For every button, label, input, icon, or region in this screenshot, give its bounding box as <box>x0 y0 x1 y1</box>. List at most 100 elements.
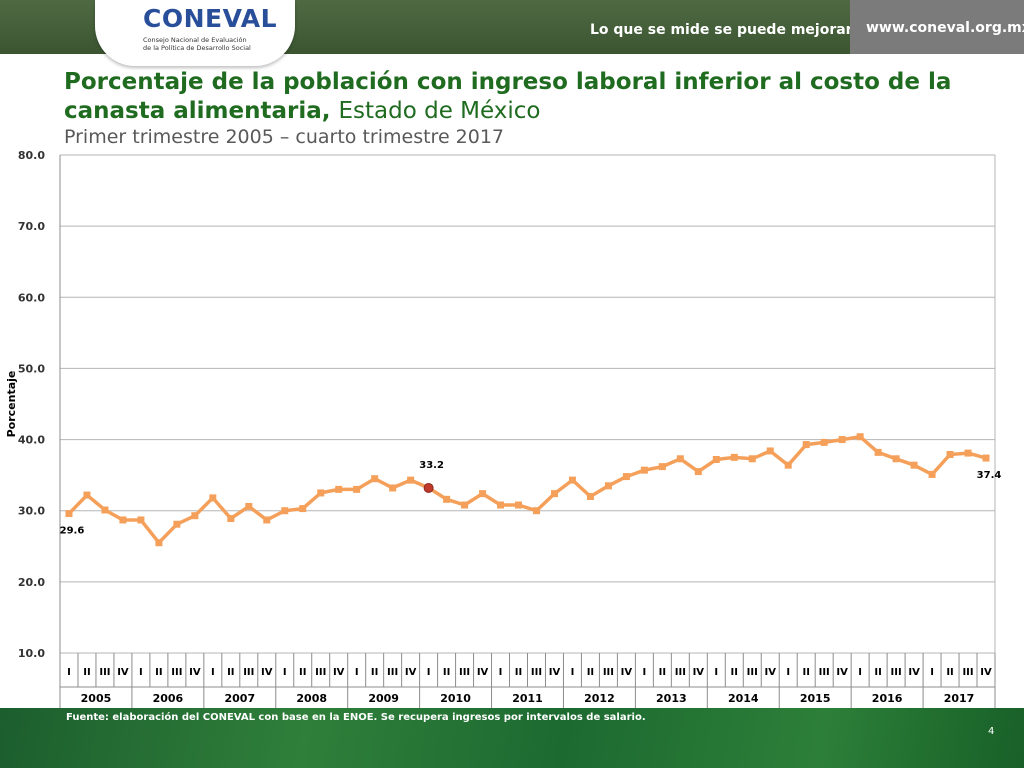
quarter-label: III <box>531 667 542 678</box>
quarter-label: I <box>283 667 287 678</box>
quarter-label: III <box>962 667 973 678</box>
quarter-label: II <box>874 667 881 678</box>
data-point <box>658 463 666 471</box>
data-point <box>766 447 774 455</box>
quarter-label: IV <box>980 667 992 678</box>
data-point <box>946 451 954 459</box>
logo-subtitle-line2: de la Política de Desarrollo Social <box>143 44 251 52</box>
year-label: 2014 <box>728 692 759 705</box>
data-point <box>532 507 540 515</box>
url-box <box>850 0 1024 54</box>
data-point <box>568 476 576 484</box>
quarter-label: II <box>587 667 594 678</box>
quarter-label: II <box>515 667 522 678</box>
quarter-label: II <box>731 667 738 678</box>
data-point <box>892 455 900 463</box>
data-point <box>407 476 415 484</box>
source-note: Fuente: elaboración del CONEVAL con base… <box>66 712 646 723</box>
year-label: 2012 <box>584 692 615 705</box>
year-label: 2016 <box>872 692 903 705</box>
quarter-label: IV <box>189 667 201 678</box>
series-line <box>67 434 987 545</box>
data-point <box>191 512 199 520</box>
data-point <box>65 510 73 518</box>
year-label: 2011 <box>512 692 543 705</box>
chart-subtitle: Primer trimestre 2005 – cuarto trimestre… <box>64 126 505 148</box>
data-point <box>604 482 612 490</box>
data-point <box>928 470 936 478</box>
quarter-label: II <box>155 667 162 678</box>
logo-wordmark: CONEVAL <box>143 4 278 33</box>
data-point <box>550 490 558 498</box>
data-point <box>263 516 271 524</box>
data-point <box>586 492 594 500</box>
year-label: 2007 <box>224 692 255 705</box>
data-point <box>497 501 505 509</box>
quarter-label: III <box>603 667 614 678</box>
quarter-label: I <box>427 667 431 678</box>
highlighted-point <box>423 482 434 493</box>
coneval-logo[interactable]: CONEVAL Consejo Nacional de Evaluación d… <box>95 0 295 66</box>
quarter-label: IV <box>117 667 129 678</box>
year-label: 2008 <box>296 692 327 705</box>
data-point <box>461 501 469 509</box>
quarter-label: IV <box>405 667 417 678</box>
data-point <box>317 489 325 497</box>
data-point <box>281 507 289 515</box>
data-point <box>964 449 972 457</box>
year-label: 2013 <box>656 692 687 705</box>
chart-title-main: Porcentaje de la población con ingreso l… <box>64 69 952 124</box>
quarter-label: II <box>946 667 953 678</box>
y-tick-label: 50.0 <box>18 362 45 375</box>
quarter-label: I <box>643 667 647 678</box>
data-point <box>155 539 163 547</box>
quarter-label: III <box>675 667 686 678</box>
data-point <box>227 515 235 523</box>
quarter-label: IV <box>836 667 848 678</box>
quarter-label: I <box>571 667 575 678</box>
quarter-label: II <box>299 667 306 678</box>
quarter-label: IV <box>333 667 345 678</box>
y-tick-label: 60.0 <box>18 291 45 304</box>
data-point <box>173 520 181 528</box>
data-label: 33.2 <box>419 460 444 471</box>
quarter-label: III <box>747 667 758 678</box>
data-point <box>299 505 307 513</box>
quarter-label: III <box>819 667 830 678</box>
quarter-label: III <box>171 667 182 678</box>
data-point <box>622 473 630 481</box>
data-point <box>694 468 702 476</box>
year-label: 2015 <box>800 692 831 705</box>
quarter-label: II <box>802 667 809 678</box>
data-point <box>209 494 217 502</box>
data-point <box>874 448 882 456</box>
quarter-label: I <box>714 667 718 678</box>
data-point <box>119 516 127 524</box>
quarter-label: IV <box>765 667 777 678</box>
quarter-label: IV <box>549 667 561 678</box>
data-point <box>982 454 990 462</box>
data-point <box>676 455 684 463</box>
y-tick-label: 10.0 <box>18 647 45 660</box>
quarter-label: III <box>315 667 326 678</box>
website-link[interactable]: www.coneval.org.mx <box>866 20 1024 36</box>
quarter-label: IV <box>908 667 920 678</box>
quarter-label: I <box>786 667 790 678</box>
header-tagline: Lo que se mide se puede mejorar <box>590 22 853 38</box>
quarter-label: III <box>387 667 398 678</box>
page-number: 4 <box>988 726 995 737</box>
chart-title-state: Estado de México <box>338 98 541 124</box>
data-point <box>389 484 397 492</box>
data-point <box>83 491 91 499</box>
data-point <box>479 490 487 498</box>
y-axis-label: Porcentaje <box>5 371 18 438</box>
data-point <box>101 506 109 514</box>
data-point <box>820 438 828 446</box>
quarter-label: II <box>371 667 378 678</box>
data-point <box>730 453 738 461</box>
y-tick-label: 40.0 <box>18 434 45 447</box>
quarter-label: I <box>67 667 71 678</box>
data-point <box>910 461 918 469</box>
quarter-label: I <box>355 667 359 678</box>
data-point <box>371 475 379 483</box>
